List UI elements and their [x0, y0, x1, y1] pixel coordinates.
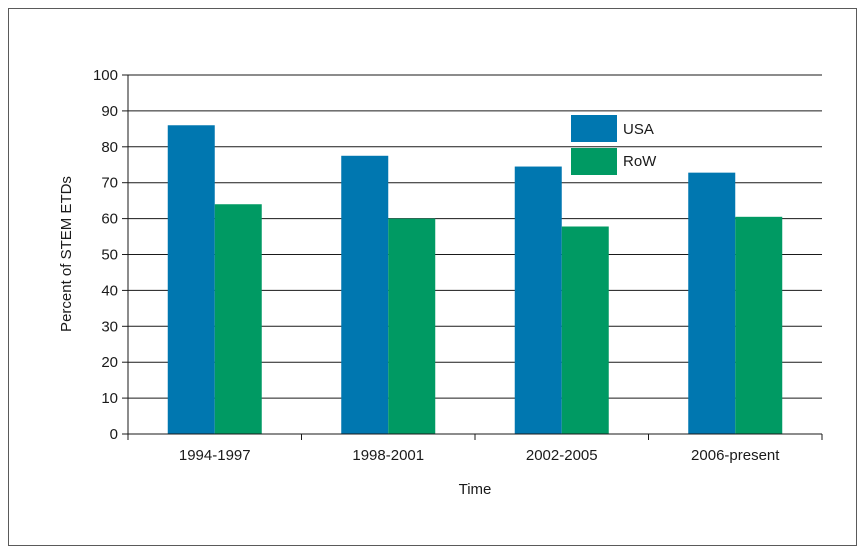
y-tick-label: 0 [110, 426, 118, 443]
bar-row-1998-2001 [388, 218, 436, 434]
legend-swatch-usa [571, 115, 617, 142]
y-tick-label: 70 [101, 175, 118, 192]
bar-usa-1998-2001 [341, 155, 389, 434]
legend-label-usa: USA [623, 121, 654, 138]
x-tick-label: 2002-2005 [526, 447, 598, 464]
bars [167, 125, 783, 435]
axes [122, 74, 823, 440]
y-tick-label: 50 [101, 247, 118, 264]
y-axis-title: Percent of STEM ETDs [58, 176, 75, 332]
bar-row-2006-present [735, 216, 783, 434]
y-tick-label: 80 [101, 139, 118, 156]
x-tick-label: 1994-1997 [179, 447, 251, 464]
bar-row-1994-1997 [214, 204, 262, 434]
y-tick-label: 40 [101, 282, 118, 299]
legend-swatch-row [571, 148, 617, 175]
y-tick-label: 10 [101, 390, 118, 407]
x-tick-label: 1998-2001 [352, 447, 424, 464]
y-tick-label: 30 [101, 318, 118, 335]
bar-row-2002-2005 [561, 226, 609, 434]
legend: USA RoW [571, 115, 657, 175]
y-tick-label: 100 [93, 67, 118, 84]
bar-usa-1994-1997 [167, 125, 215, 434]
x-tick-label: 2006-present [691, 447, 780, 464]
x-axis-title: Time [459, 481, 492, 498]
tick-labels: 0 10 20 30 40 50 60 70 80 90 100 1994-1997 1998-2001… [93, 67, 780, 464]
bar-usa-2002-2005 [514, 166, 562, 435]
y-tick-label: 20 [101, 354, 118, 371]
y-tick-label: 90 [101, 103, 118, 120]
legend-label-row: RoW [623, 153, 657, 170]
y-tick-label: 60 [101, 211, 118, 228]
bar-usa-2006-present [688, 172, 736, 434]
